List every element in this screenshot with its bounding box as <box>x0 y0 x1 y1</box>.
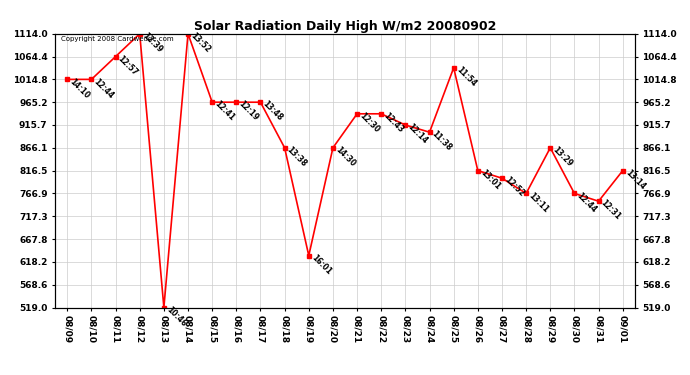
Text: 12:57: 12:57 <box>116 54 139 77</box>
Text: 13:38: 13:38 <box>285 145 308 168</box>
Text: 13:11: 13:11 <box>526 190 550 214</box>
Text: 14:10: 14:10 <box>68 76 91 100</box>
Text: 12:31: 12:31 <box>599 198 622 222</box>
Text: 14:30: 14:30 <box>333 145 357 168</box>
Text: 13:48: 13:48 <box>261 99 284 123</box>
Text: 12:44: 12:44 <box>575 190 598 214</box>
Text: Copyright 2008 Cardwedge.com: Copyright 2008 Cardwedge.com <box>61 36 174 42</box>
Text: 13:14: 13:14 <box>623 168 647 191</box>
Title: Solar Radiation Daily High W/m2 20080902: Solar Radiation Daily High W/m2 20080902 <box>194 20 496 33</box>
Text: 11:54: 11:54 <box>454 65 477 88</box>
Text: 12:43: 12:43 <box>382 111 405 135</box>
Text: 12:39: 12:39 <box>140 31 164 54</box>
Text: 12:14: 12:14 <box>406 122 429 146</box>
Text: 11:38: 11:38 <box>430 129 453 153</box>
Text: 13:29: 13:29 <box>551 145 574 168</box>
Text: 16:01: 16:01 <box>309 253 333 276</box>
Text: 12:44: 12:44 <box>92 76 115 100</box>
Text: 12:19: 12:19 <box>237 99 260 123</box>
Text: 13:01: 13:01 <box>478 168 502 191</box>
Text: 13:52: 13:52 <box>188 31 212 54</box>
Text: 10:46: 10:46 <box>164 305 188 328</box>
Text: 12:30: 12:30 <box>357 111 381 135</box>
Text: 12:41: 12:41 <box>213 99 236 123</box>
Text: 12:52: 12:52 <box>502 176 526 199</box>
